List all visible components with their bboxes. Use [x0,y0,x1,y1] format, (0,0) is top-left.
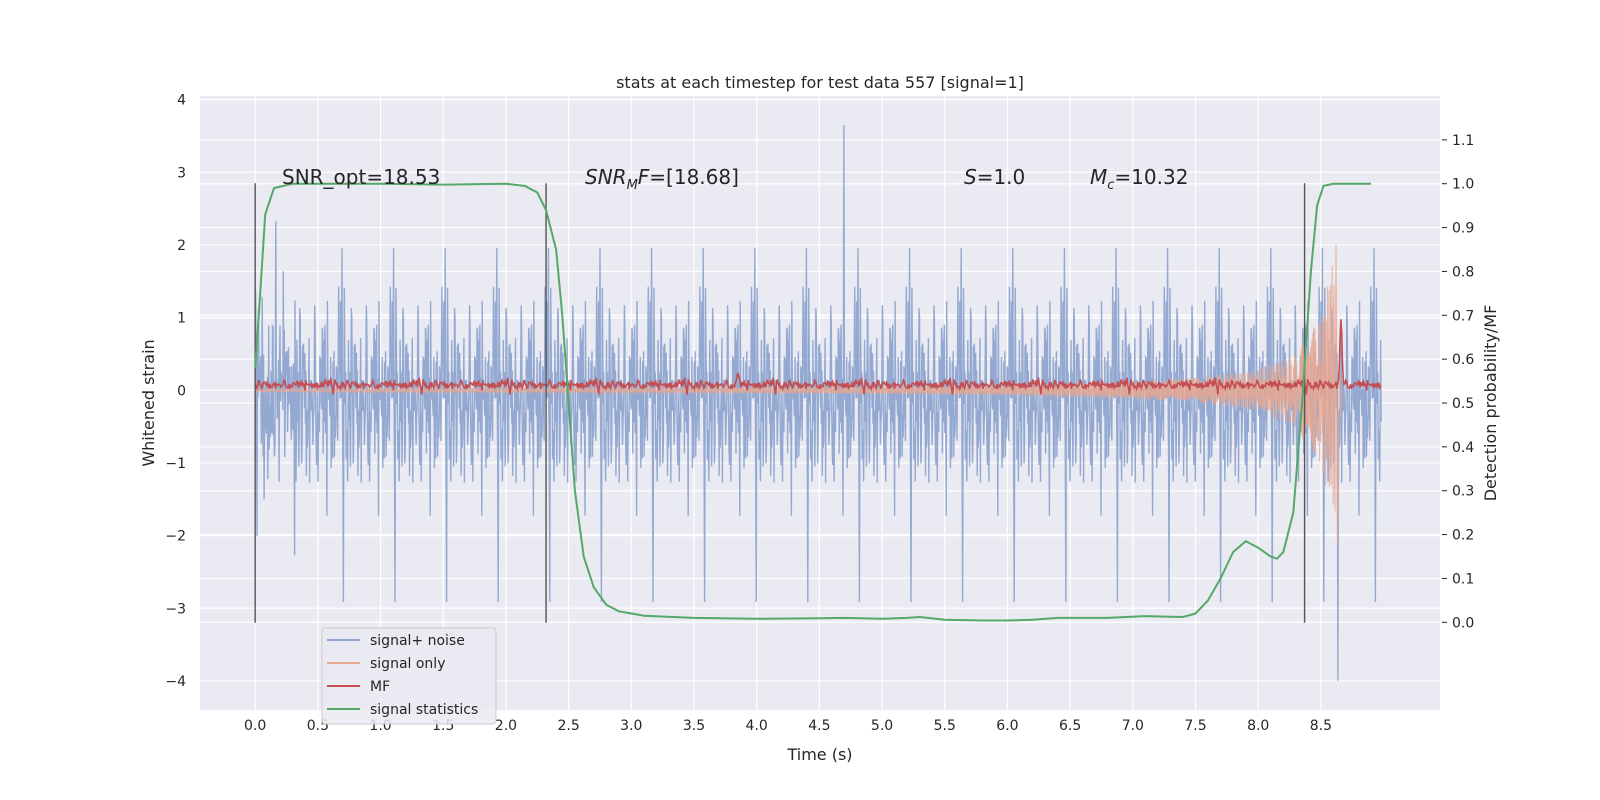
legend-label-signal-only: signal only [370,656,445,672]
y2-tick-label: 0.7 [1452,308,1474,324]
series-layer [254,125,1382,681]
grid [200,96,1440,710]
annotation-s-main: S [964,165,977,189]
y-tick-label: −2 [165,529,186,545]
y-tick-label: 2 [177,238,186,254]
annotation-s: S=1.0 [964,165,1025,189]
series-signal-only-line [254,244,1342,545]
x-tick-label: 6.5 [1059,718,1081,734]
x-tick-label: 4.5 [808,718,830,734]
y2-tick-label: 0.4 [1452,440,1474,456]
annotation-snr-mf-main: SNR [585,165,627,189]
y2-tick-label: 1.0 [1452,177,1474,193]
y-tick-label: 3 [177,165,186,181]
y-tick-label: 1 [177,311,186,327]
annotation-snr-mf: SNRMF=[18.68] [585,165,739,193]
x-tick-label: 5.0 [871,718,893,734]
legend-label-mf: MF [370,679,390,695]
x-tick-label: 5.5 [934,718,956,734]
annotation-snr-opt: SNR_opt=18.53 [282,165,440,189]
x-tick-label: 2.5 [557,718,579,734]
x-tick-label: 0.0 [244,718,266,734]
y2-tick-label: 0.5 [1452,396,1474,412]
legend-label-signal-noise: signal+ noise [370,633,465,649]
annotation-s-value: =1.0 [977,165,1026,189]
x-tick-label: 3.5 [683,718,705,734]
x-axis-label: Time (s) [786,745,852,764]
y2-tick-label: 1.1 [1452,133,1474,149]
series-mf-line [254,319,1382,395]
legend-label-signal-statistics: signal statistics [370,702,478,718]
chart-title: stats at each timestep for test data 557… [616,73,1024,92]
y2-tick-labels: 0.0 0.1 0.2 0.3 0.4 0.5 0.6 0.7 0.8 0.9 1.0 1.1 [1442,133,1474,631]
series-signal-statistics-line [254,182,1371,622]
x-tick-label: 7.0 [1122,718,1144,734]
x-tick-label: 8.5 [1310,718,1332,734]
x-tick-label: 6.0 [996,718,1018,734]
y2-tick-label: 0.6 [1452,352,1474,368]
y-tick-label: −3 [165,601,186,617]
y-axis-label: Whitened strain [139,339,158,466]
x-tick-label: 4.0 [746,718,768,734]
annotation-snr-mf-value: =[18.68] [649,165,739,189]
series-signal-noise-line [254,125,1382,681]
annotation-mc-main: M [1090,165,1107,189]
x-tick-label: 7.5 [1184,718,1206,734]
y2-axis-label: Detection probability/MF [1481,305,1500,502]
x-tick-labels: 0.0 0.5 1.0 1.5 2.0 2.5 3.0 3.5 4.0 4.5 5.0 5.5 6.0 6… [244,718,1332,734]
x-tick-label: 2.0 [495,718,517,734]
x-tick-label: 8.0 [1247,718,1269,734]
y-tick-label: −4 [165,674,186,690]
annotation-snr-mf-sub: M [627,178,638,193]
y-tick-label: 0 [177,383,186,399]
y-tick-labels: 4 3 2 1 0 −1 −2 −3 −4 [165,93,186,690]
legend: signal+ noise signal only MF signal stat… [321,627,497,725]
y2-tick-label: 0.8 [1452,264,1474,280]
y2-tick-label: 0.9 [1452,221,1474,237]
plot-area [254,125,1382,681]
annotation-mc: Mc=10.32 [1090,165,1188,193]
y-tick-label: −1 [165,456,186,472]
y2-tick-label: 0.2 [1452,528,1474,544]
y2-tick-label: 0.0 [1452,615,1474,631]
y2-tick-label: 0.1 [1452,571,1474,587]
x-tick-label: 3.0 [620,718,642,734]
annotation-mc-value: =10.32 [1114,165,1188,189]
annotation-snr-mf-tail: F [638,165,650,189]
legend-box [321,627,497,725]
annotation-mc-sub: c [1107,178,1114,193]
y-tick-label: 4 [177,93,186,109]
y2-tick-label: 0.3 [1452,484,1474,500]
